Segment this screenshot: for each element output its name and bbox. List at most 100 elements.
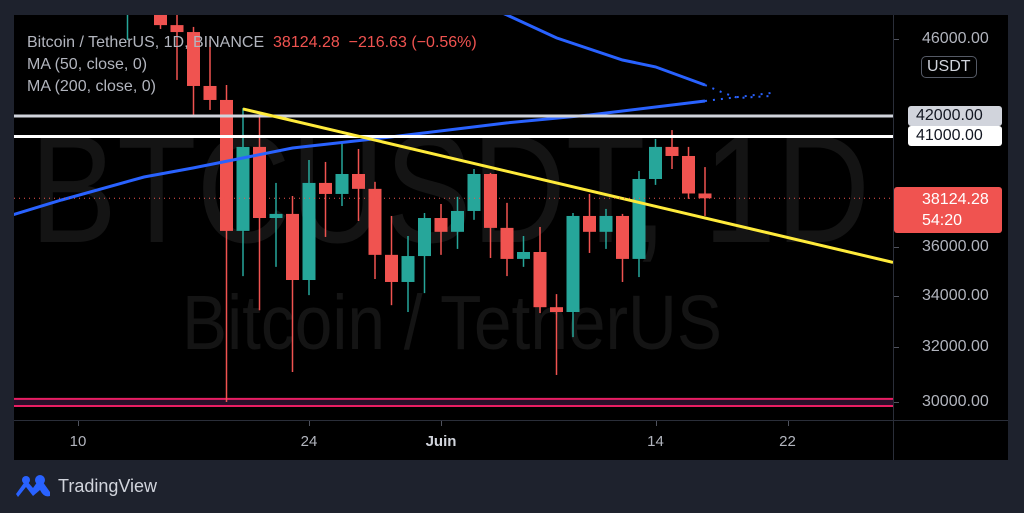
price-tick: [894, 295, 899, 297]
candle-body: [154, 15, 167, 26]
candle-body: [682, 155, 695, 194]
candle-body: [170, 25, 184, 33]
candle: [583, 193, 596, 253]
tradingview-brand: TradingView: [58, 475, 158, 496]
price-badge-42000: 42000.00: [908, 106, 1002, 126]
candle: [698, 167, 712, 216]
price-tick-label: 30000.00: [922, 393, 989, 410]
candle: [269, 182, 283, 267]
candle-body: [434, 218, 448, 232]
price-tick: [894, 247, 899, 249]
candle: [203, 39, 217, 110]
candle-body: [566, 215, 580, 313]
candle: [434, 203, 448, 255]
ma200-projection: [704, 92, 772, 102]
candle-body: [220, 99, 233, 231]
time-tick: [787, 421, 789, 426]
chart-pane[interactable]: BTCUSDT, 1D Bitcoin / TetherUS: [14, 15, 893, 420]
candle: [319, 161, 332, 237]
legend-last-price: 38124.28: [273, 34, 340, 51]
time-tick: [441, 421, 442, 426]
candle-body: [418, 218, 431, 257]
candle-body: [302, 182, 316, 281]
chart-legend: Bitcoin / TetherUS, 1D, BINANCE 38124.28…: [27, 32, 477, 98]
watermark-description: Bitcoin / TetherUS: [182, 280, 722, 366]
candlestick-chart[interactable]: BTCUSDT, 1D Bitcoin / TetherUS: [14, 15, 893, 420]
time-tick: [78, 421, 79, 426]
candle: [616, 213, 629, 282]
price-tick: [894, 402, 899, 403]
candle-body: [616, 215, 629, 259]
candle-body: [632, 178, 646, 259]
candle-body: [467, 173, 481, 211]
candle-body: [319, 182, 332, 194]
candle-body: [649, 146, 662, 179]
candle: [352, 149, 365, 221]
candle-body: [401, 256, 415, 282]
candle-body: [187, 32, 200, 86]
trend-line: [242, 107, 893, 264]
candle: [418, 213, 431, 294]
legend-ma200[interactable]: MA (200, close, 0): [27, 78, 156, 95]
legend-change: −216.63 (−0.56%): [348, 34, 477, 51]
candle-body: [203, 85, 217, 100]
candle: [253, 114, 266, 311]
candle: [286, 195, 299, 372]
footer-brand[interactable]: TradingView: [14, 474, 157, 498]
ma50-line: [503, 15, 706, 87]
candle: [385, 215, 398, 306]
candle-body: [368, 188, 382, 255]
candle-body: [533, 252, 547, 308]
candle-body: [253, 146, 266, 219]
candle: [187, 26, 200, 115]
ma200-line: [14, 99, 706, 217]
candle: [154, 15, 167, 29]
candle-body: [352, 173, 365, 189]
candle: [533, 226, 547, 314]
candle: [170, 15, 184, 80]
candle-body: [665, 146, 679, 156]
candle-body: [385, 254, 398, 282]
candle: [682, 146, 695, 199]
legend-symbol-row[interactable]: Bitcoin / TetherUS, 1D, BINANCE 38124.28…: [27, 32, 477, 54]
candle: [599, 208, 613, 249]
candle: [484, 172, 497, 258]
tradingview-logo-icon: [16, 475, 50, 497]
time-axis[interactable]: 10 24 Juin 14 22: [14, 420, 1008, 461]
price-zone-fill: [14, 398, 893, 406]
price-badge-41000: 41000.00: [908, 126, 1002, 146]
candle-body: [698, 193, 712, 199]
candle: [649, 138, 662, 185]
candle-body: [517, 252, 530, 259]
price-tick-label: 36000.00: [922, 238, 989, 256]
candle-body: [335, 173, 349, 194]
candle-body: [599, 215, 613, 232]
legend-ma50[interactable]: MA (50, close, 0): [27, 56, 148, 73]
candle-body: [550, 307, 563, 313]
candle: [302, 160, 316, 296]
candle-body: [583, 215, 596, 232]
time-tick-label: 22: [779, 433, 796, 450]
candle: [451, 196, 464, 249]
candle: [517, 236, 530, 267]
candle: [566, 213, 580, 338]
candle: [126, 15, 129, 40]
candle-body: [286, 213, 299, 281]
candle: [467, 169, 481, 220]
time-tick: [309, 421, 310, 426]
candle-body: [236, 146, 250, 231]
price-tick-label: 34000.00: [922, 286, 989, 304]
ma50-projection: [704, 84, 772, 100]
time-tick-label: 14: [647, 433, 664, 450]
candle-body: [500, 227, 514, 259]
time-tick-label: 24: [300, 433, 318, 450]
time-tick: [655, 421, 657, 426]
time-tick-label: Juin: [425, 433, 457, 450]
currency-badge[interactable]: USDT: [921, 56, 977, 78]
last-price-badge: 38124.28 54:20: [894, 187, 1002, 234]
candle: [401, 236, 415, 313]
candle-body: [451, 210, 464, 232]
candle-body: [484, 173, 497, 228]
last-price-value: 38124.28: [922, 191, 989, 209]
price-scale[interactable]: 42000.00 41000.00 38124.28 54:20 46000.0…: [893, 15, 1009, 460]
